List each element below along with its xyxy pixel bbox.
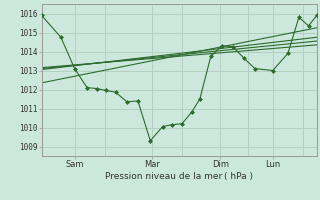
X-axis label: Pression niveau de la mer ( hPa ): Pression niveau de la mer ( hPa ) bbox=[105, 172, 253, 181]
